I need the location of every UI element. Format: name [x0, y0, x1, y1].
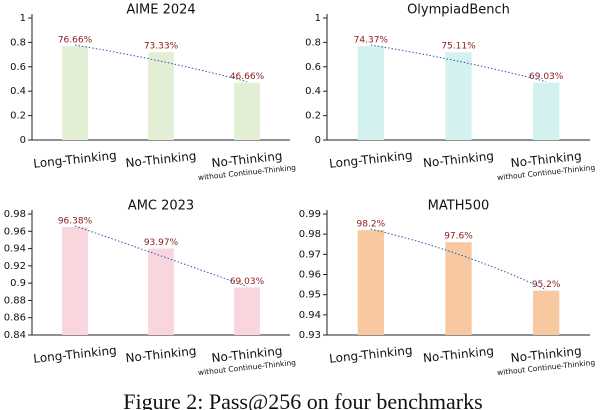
- chart-title: AMC 2023: [128, 199, 194, 214]
- annotation: 97.6%: [444, 232, 473, 242]
- caption: Figure 2: Pass@256 on four benchmarks: [123, 389, 482, 410]
- y-tick-label: 0.94: [299, 310, 321, 321]
- y-tick-label: 0.6: [10, 62, 26, 73]
- annotation: 93.97%: [144, 238, 179, 248]
- y-tick-label: 0.9: [10, 278, 26, 289]
- y-tick-label: 0.84: [4, 330, 26, 341]
- y-tick-label: 0.2: [305, 111, 321, 122]
- y-tick-label: 0.98: [299, 229, 321, 240]
- y-tick-label: 0.93: [299, 330, 321, 341]
- bar: [148, 52, 174, 140]
- chart-title: AIME 2024: [126, 3, 195, 18]
- y-tick-label: 0.8: [10, 37, 26, 48]
- trend-curve: [74, 44, 248, 83]
- annotation: 96.38%: [58, 216, 93, 226]
- x-tick-label: No-Thinking: [125, 149, 197, 170]
- y-tick-label: 0.97: [299, 249, 321, 260]
- y-tick-label: 0.94: [4, 244, 26, 255]
- annotation: 73.33%: [144, 42, 179, 52]
- x-tick-label: Long-Thinking: [33, 343, 118, 366]
- bar: [234, 287, 260, 335]
- annotation: 75.11%: [441, 42, 476, 52]
- x-tick-label: No-Thinking: [422, 149, 494, 170]
- chart-title: OlympiadBench: [407, 3, 510, 18]
- bar: [62, 226, 88, 335]
- x-tick-label: Long-Thinking: [328, 343, 413, 366]
- x-tick-label: Long-Thinking: [33, 148, 118, 171]
- annotation: 46.66%: [230, 72, 265, 82]
- bar: [533, 290, 560, 335]
- annotation: 95.2%: [532, 280, 561, 290]
- y-tick-label: 0.88: [4, 295, 26, 306]
- bar: [533, 82, 560, 140]
- y-tick-label: 0.4: [10, 86, 26, 97]
- x-tick-label: Long-Thinking: [328, 148, 413, 171]
- y-tick-label: 0.4: [305, 86, 321, 97]
- bar: [445, 52, 472, 140]
- y-tick-label: 1: [20, 13, 26, 24]
- y-tick-label: 0.86: [4, 313, 26, 324]
- y-tick-label: 0.95: [299, 290, 321, 301]
- annotation: 98.2%: [357, 220, 386, 230]
- y-tick-label: 0.98: [4, 209, 26, 220]
- annotation: 74.37%: [354, 36, 389, 46]
- trend-curve: [370, 44, 547, 83]
- annotation: 69.03%: [230, 277, 265, 287]
- y-tick-label: 1: [315, 13, 321, 24]
- y-tick-label: 0.96: [299, 270, 321, 281]
- bar: [148, 248, 174, 335]
- trend-curve: [370, 228, 547, 291]
- bar: [357, 46, 384, 141]
- bar: [234, 82, 260, 140]
- y-tick-label: 0: [20, 135, 26, 146]
- bar: [445, 242, 472, 335]
- bar: [62, 46, 88, 141]
- y-tick-label: 0: [315, 135, 321, 146]
- y-tick-label: 0.2: [10, 111, 26, 122]
- x-tick-label: No-Thinking: [422, 344, 494, 365]
- y-tick-label: 0.92: [4, 261, 26, 272]
- y-tick-label: 0.6: [305, 62, 321, 73]
- trend-curve: [74, 225, 248, 287]
- annotation: 76.66%: [58, 36, 93, 46]
- chart-title: MATH500: [428, 199, 490, 214]
- y-tick-label: 0.96: [4, 226, 26, 237]
- x-tick-label: No-Thinking: [125, 344, 197, 365]
- bar: [357, 230, 384, 335]
- y-tick-label: 0.99: [299, 209, 321, 220]
- annotation: 69.03%: [529, 72, 564, 82]
- y-tick-label: 0.8: [305, 37, 321, 48]
